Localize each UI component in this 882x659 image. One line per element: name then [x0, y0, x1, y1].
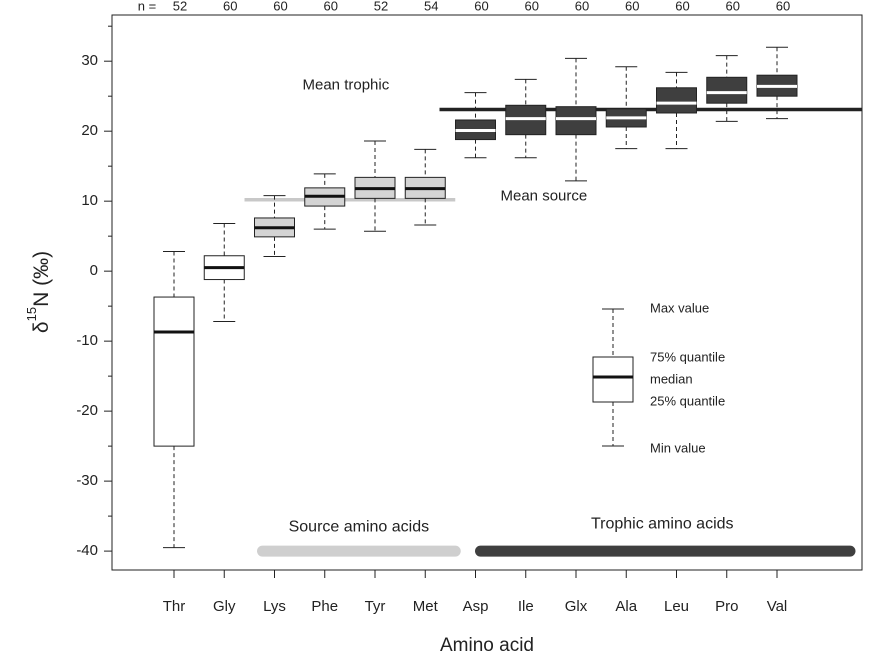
x-tick-label: Gly — [213, 598, 236, 615]
n-count: 60 — [776, 0, 790, 13]
y-tick-label: -10 — [76, 332, 98, 349]
x-tick-label: Ala — [615, 598, 637, 615]
reference-label: Mean trophic — [303, 76, 390, 93]
y-label-rest: N (‰) — [30, 251, 53, 307]
y-label-symbol: δ — [30, 321, 53, 333]
n-count: 60 — [726, 0, 740, 13]
legend-sample — [592, 308, 634, 447]
x-axis-label: Amino acid — [440, 635, 534, 656]
box — [656, 87, 697, 114]
x-tick-label: Asp — [463, 598, 489, 615]
y-tick-label: -30 — [76, 472, 98, 489]
group-label: Source amino acids — [289, 518, 430, 535]
y-axis-label: δ15N (‰) — [24, 251, 52, 333]
box — [153, 296, 195, 447]
n-count: 54 — [424, 0, 438, 13]
plot-frame — [111, 14, 863, 571]
n-count: 60 — [223, 0, 237, 13]
y-label-sup: 15 — [24, 307, 39, 321]
n-label: n = — [138, 0, 156, 13]
y-tick-label: 30 — [81, 52, 98, 69]
legend-label: 75% quantile — [650, 349, 725, 364]
box — [555, 106, 597, 136]
x-tick-label: Ile — [518, 598, 534, 615]
y-tick-label: -40 — [76, 542, 98, 559]
n-count: 60 — [575, 0, 589, 13]
x-tick-label: Val — [767, 598, 788, 615]
group-label: Trophic amino acids — [591, 515, 734, 532]
legend-label: median — [650, 371, 693, 386]
x-tick-label: Met — [413, 598, 439, 615]
n-count: 52 — [173, 0, 187, 13]
x-tick-label: Pro — [715, 598, 738, 615]
n-count: 60 — [675, 0, 689, 13]
n-count: 60 — [273, 0, 287, 13]
x-tick-label: Glx — [565, 598, 588, 615]
box — [706, 76, 748, 104]
x-tick-label: Lys — [263, 598, 286, 615]
y-tick-label: -20 — [76, 402, 98, 419]
n-count: 60 — [525, 0, 539, 13]
n-count: 60 — [474, 0, 488, 13]
x-tick-label: Tyr — [365, 598, 386, 615]
x-tick-label: Thr — [163, 598, 186, 615]
x-tick-label: Phe — [311, 598, 338, 615]
legend-label: 25% quantile — [650, 393, 725, 408]
reference-label: Mean source — [501, 188, 588, 205]
x-tick-label: Leu — [664, 598, 689, 615]
legend-label: Max value — [650, 300, 709, 315]
n-count: 60 — [625, 0, 639, 13]
y-tick-label: 0 — [90, 262, 98, 279]
n-count: 60 — [324, 0, 338, 13]
n-count: 52 — [374, 0, 388, 13]
y-tick-label: 10 — [81, 192, 98, 209]
legend-label: Min value — [650, 440, 706, 455]
y-tick-label: 20 — [81, 122, 98, 139]
legend-box — [592, 356, 634, 403]
